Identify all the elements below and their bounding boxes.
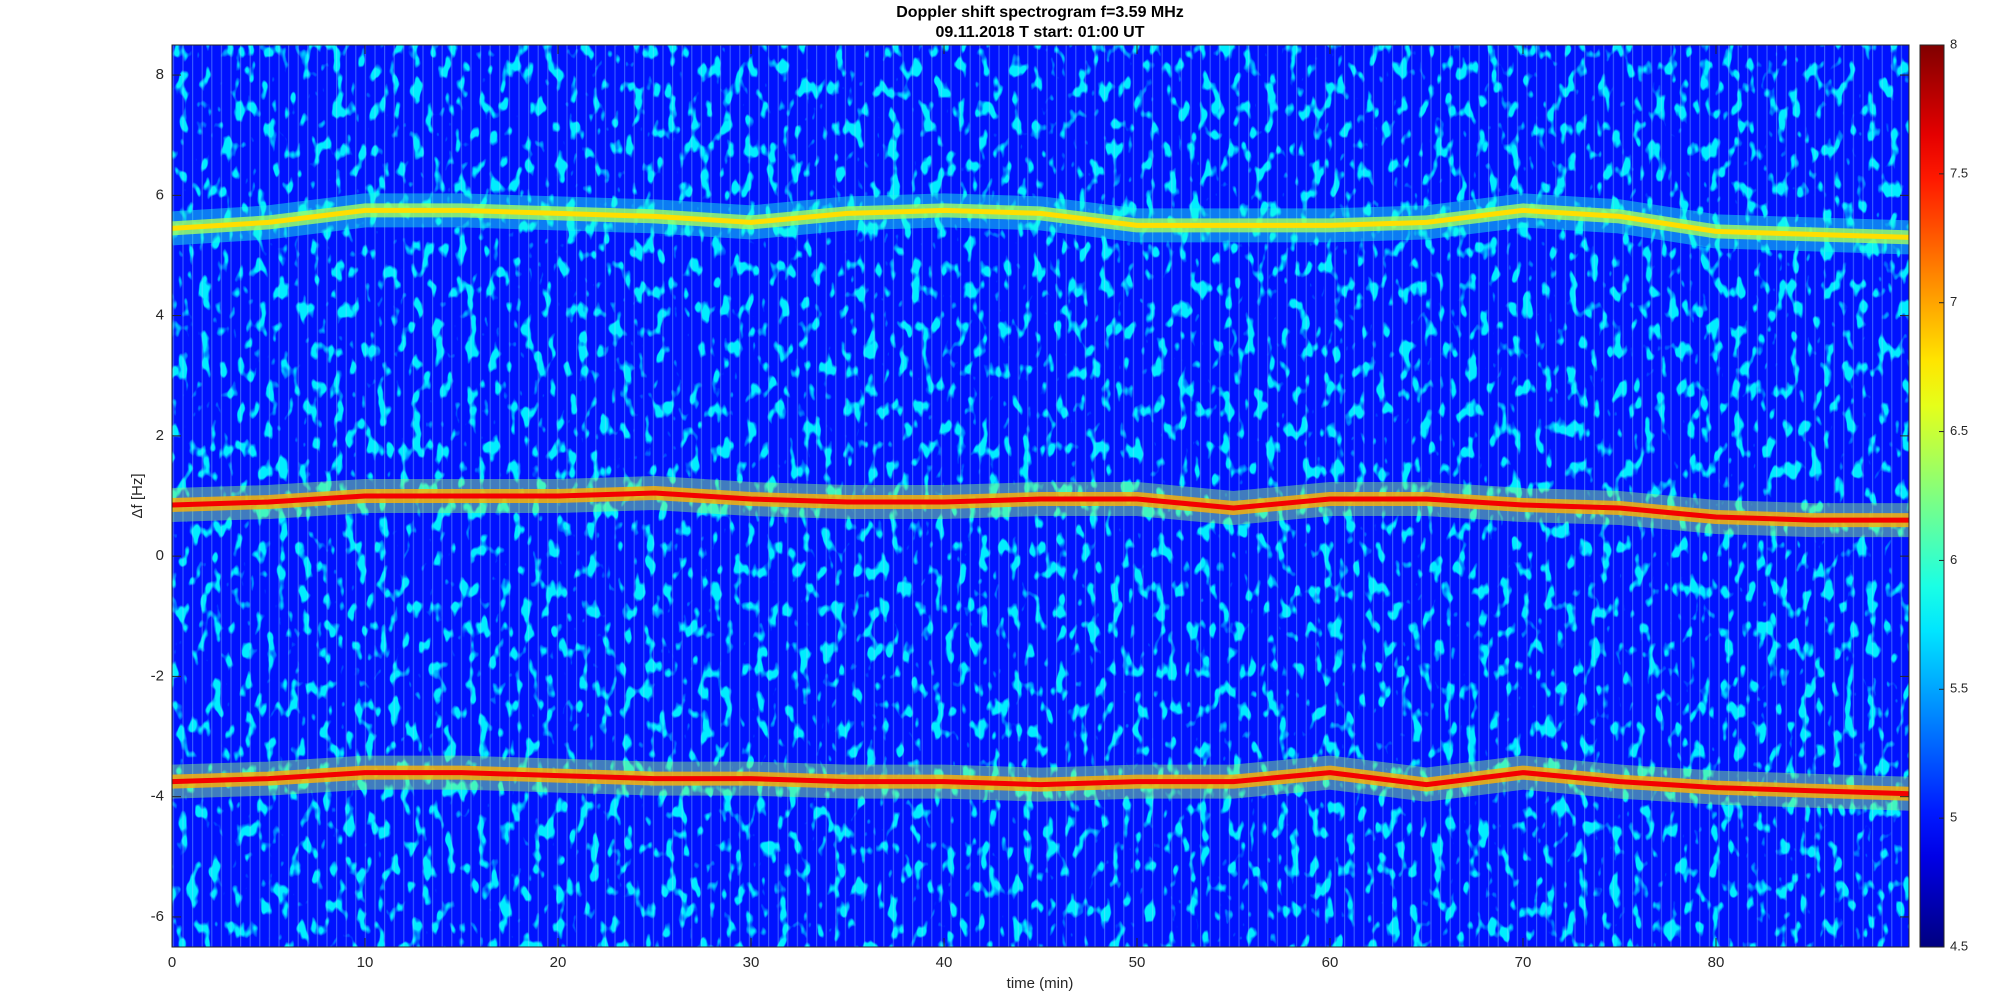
y-tick-label: 8 [156,66,164,83]
x-tick-label: 70 [1515,954,1532,971]
x-tick-label: 80 [1708,954,1725,971]
axes: 0 10 20 30 40 50 60 70 80 -6 -4 -2 0 2 4 6 8 4.5 5 5.5 6 6.5 7… [151,36,1968,971]
colorbar-tick-label: 7 [1950,294,1957,309]
colorbar-tick-label: 5.5 [1950,681,1968,696]
x-tick-label: 30 [743,954,760,971]
colorbar-tick-label: 4.5 [1950,938,1968,953]
y-tick-label: -6 [151,908,164,925]
x-tick-label: 0 [168,954,176,971]
y-tick-label: 6 [156,186,164,203]
colorbar-tick-label: 8 [1950,36,1957,51]
y-tick-label: 0 [156,547,164,564]
band-core [172,770,1909,797]
band-core [172,490,1909,523]
x-tick-label: 50 [1129,954,1146,971]
x-tick-label: 10 [357,954,374,971]
axes-box [171,44,1910,948]
x-tick-label: 20 [550,954,567,971]
spectrogram-area [172,45,1909,947]
y-axis-label: Δf [Hz] [129,473,146,518]
colorbar-tick-label: 6 [1950,552,1957,567]
chart-title: Doppler shift spectrogram f=3.59 MHz [896,4,1184,21]
y-tick-label: -4 [151,788,164,805]
chart-subtitle: 09.11.2018 T start: 01:00 UT [935,24,1144,41]
colorbar-tick-label: 6.5 [1950,423,1968,438]
y-tick-label: 4 [156,307,164,324]
y-tick-label: 2 [156,427,164,444]
x-tick-label: 40 [936,954,953,971]
y-tick-label: -2 [151,667,164,684]
colorbar [1919,44,1945,948]
band-core [172,207,1909,240]
x-tick-label: 60 [1322,954,1339,971]
x-axis-label: time (min) [1007,975,1074,992]
colorbar-tick-label: 5 [1950,810,1957,825]
colorbar-tick-label: 7.5 [1950,165,1968,180]
